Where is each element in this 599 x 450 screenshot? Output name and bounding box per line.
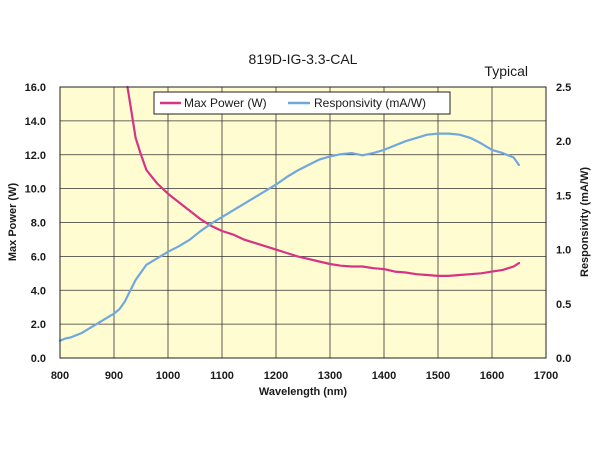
x-axis-ticks: 800 900 1000 1100 1200 1300 1400 1500 1600 1700 xyxy=(51,370,558,382)
chart-title: 819D-IG-3.3-CAL xyxy=(249,51,358,67)
left-y-tick-label: 10.0 xyxy=(25,184,46,196)
right-y-tick-label: 2.5 xyxy=(556,82,571,94)
left-y-tick-label: 0.0 xyxy=(31,353,46,365)
left-y-tick-label: 8.0 xyxy=(31,218,46,230)
series-line-responsivity xyxy=(58,132,521,342)
series-layer xyxy=(58,85,521,342)
x-tick-label: 1100 xyxy=(210,370,234,382)
x-tick-label: 1500 xyxy=(426,370,450,382)
right-y-axis-label: Responsivity (mA/W) xyxy=(579,167,591,277)
x-tick-label: 1700 xyxy=(534,370,558,382)
legend: Max Power (W) Responsivity (mA/W) xyxy=(153,91,451,115)
right-y-tick-label: 0.5 xyxy=(556,299,571,311)
typical-annotation: Typical xyxy=(484,63,528,79)
right-y-tick-label: 1.5 xyxy=(556,190,571,202)
right-y-tick-label: 2.0 xyxy=(556,136,571,148)
left-y-tick-label: 4.0 xyxy=(31,285,46,297)
x-tick-label: 1300 xyxy=(318,370,342,382)
left-y-axis-ticks: 0.0 2.0 4.0 6.0 8.0 10.0 12.0 14.0 16.0 xyxy=(25,82,46,365)
x-tick-label: 1400 xyxy=(372,370,396,382)
right-y-axis-ticks: 0.0 0.5 1.0 1.5 2.0 2.5 xyxy=(556,82,571,365)
x-tick-label: 1200 xyxy=(264,370,288,382)
x-axis-label: Wavelength (nm) xyxy=(259,386,348,398)
left-y-tick-label: 12.0 xyxy=(25,150,46,162)
left-y-axis-label: Max Power (W) xyxy=(7,183,19,262)
left-y-tick-label: 16.0 xyxy=(25,82,46,94)
series-line-max-power xyxy=(126,85,521,277)
x-tick-label: 1600 xyxy=(480,370,504,382)
right-y-tick-label: 0.0 xyxy=(556,353,571,365)
x-tick-label: 800 xyxy=(51,370,69,382)
x-tick-label: 1000 xyxy=(156,370,180,382)
legend-label-max-power: Max Power (W) xyxy=(184,96,267,110)
left-y-tick-label: 2.0 xyxy=(31,319,46,331)
right-y-tick-label: 1.0 xyxy=(556,245,571,257)
x-tick-label: 900 xyxy=(105,370,123,382)
grid-lines xyxy=(60,87,546,358)
left-y-tick-label: 14.0 xyxy=(25,116,46,128)
left-y-tick-label: 6.0 xyxy=(31,251,46,263)
plot-frame xyxy=(59,86,547,359)
legend-label-responsivity: Responsivity (mA/W) xyxy=(314,96,426,110)
